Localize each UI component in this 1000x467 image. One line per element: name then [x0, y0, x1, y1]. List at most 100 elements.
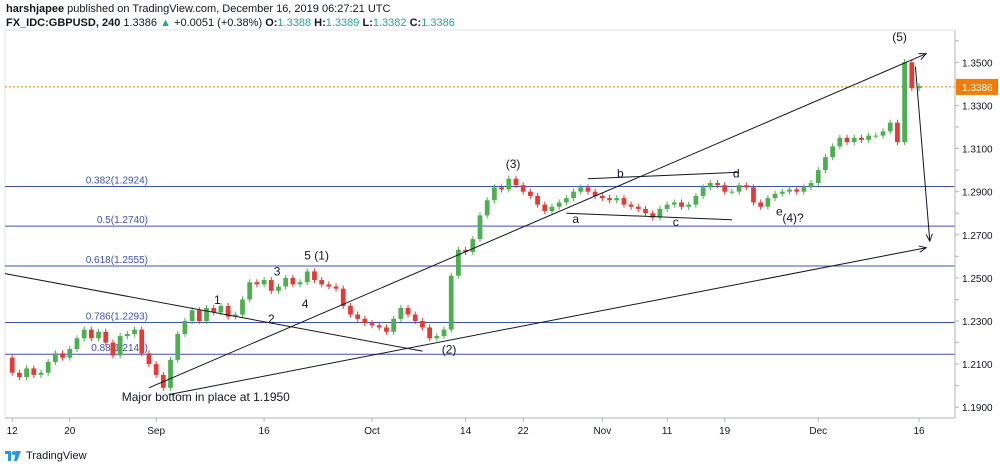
price-change: +0.0051 (+0.38%): [174, 17, 263, 29]
candle-body: [563, 198, 569, 203]
candle-body: [31, 368, 37, 375]
candle-body: [628, 204, 634, 207]
candle-body: [38, 372, 44, 375]
candle-body: [650, 213, 656, 218]
candle-body: [60, 353, 65, 358]
candle-body: [268, 280, 274, 291]
tradingview-brand[interactable]: TradingView: [26, 450, 87, 462]
candle-body: [614, 198, 620, 201]
wave-label: (3): [506, 157, 521, 171]
x-tick-label: 12: [7, 426, 19, 437]
candle-body: [787, 189, 792, 192]
candle-body: [384, 327, 389, 332]
last-price: 1.3386: [123, 17, 158, 29]
candle-body: [283, 277, 289, 287]
wave-label: c: [673, 215, 679, 229]
candle-body: [851, 137, 857, 143]
y-tick-label: 1.2900: [962, 188, 993, 199]
candle-body: [132, 329, 137, 334]
tradingview-logo-icon: [5, 451, 21, 461]
candle-body: [326, 284, 332, 287]
candle-body: [895, 122, 900, 143]
candle-body: [456, 249, 461, 276]
candle-body: [348, 305, 353, 315]
candle-body: [686, 204, 692, 207]
candle-body: [535, 195, 540, 205]
candle-body: [873, 135, 879, 137]
candle-body: [859, 137, 864, 140]
candle-body: [103, 331, 109, 343]
open-label: O:: [265, 17, 278, 29]
candle-body: [211, 308, 217, 313]
fib-level-label: 0.786(1.2293): [86, 312, 148, 323]
candle-body: [240, 299, 245, 315]
candle-body: [916, 86, 922, 89]
candle-body: [556, 202, 562, 207]
x-tick-label: Dec: [809, 426, 827, 437]
candle-body: [53, 353, 58, 362]
candle-body: [312, 271, 317, 281]
last-price-tag-label: 1.3386: [962, 83, 993, 94]
candle-body: [74, 338, 80, 350]
candle-body: [477, 215, 483, 240]
candle-body: [815, 170, 821, 184]
candle-body: [520, 185, 526, 192]
x-tick-label: Sep: [147, 426, 165, 437]
candle-body: [499, 187, 504, 190]
candle-body: [297, 282, 303, 285]
candle-body: [599, 195, 605, 199]
wave-label: 3: [274, 265, 281, 279]
candle-body: [722, 185, 728, 192]
trendline: [170, 248, 927, 395]
candle-body: [513, 178, 519, 186]
wave-label: (4)?: [782, 211, 804, 225]
author-name[interactable]: harshjapee: [6, 3, 65, 15]
candle-body: [909, 62, 915, 89]
candle-body: [801, 187, 807, 192]
candle-body: [736, 185, 742, 192]
candle-body: [808, 183, 814, 188]
candle-body: [254, 282, 260, 285]
candle-body: [592, 191, 598, 196]
fib-level-label: 0.5(1.2740): [97, 215, 148, 226]
candle-body: [67, 349, 73, 358]
candle-body: [441, 329, 447, 337]
symbol-name[interactable]: FX_IDC:GBPUSD, 240: [6, 17, 121, 29]
candle-body: [765, 198, 771, 207]
candle-body: [693, 195, 699, 205]
candle-body: [729, 191, 735, 193]
high-value: 1.3389: [325, 17, 360, 29]
candle-body: [707, 183, 713, 188]
candle-body: [585, 187, 591, 192]
trendline: [914, 66, 929, 242]
candle-body: [528, 191, 533, 196]
candle-body: [45, 361, 51, 373]
fib-level-label: 0.618(1.2555): [86, 255, 148, 266]
candle-body: [671, 202, 677, 205]
candle-body: [412, 314, 418, 321]
symbol-legend: FX_IDC:GBPUSD, 240 1.3386 ▲ +0.0051 (+0.…: [6, 17, 455, 29]
trendline: [566, 212, 732, 221]
candle-body: [657, 208, 663, 218]
open-value: 1.3388: [277, 17, 312, 29]
candle-body: [304, 271, 310, 283]
candle-body: [182, 321, 188, 334]
wave-label: 1: [214, 293, 221, 307]
candle-body: [880, 131, 886, 136]
candle-body: [218, 305, 224, 313]
candle-body: [571, 191, 576, 199]
candle-body: [175, 333, 181, 360]
candle-body: [124, 333, 130, 337]
candle-body: [290, 277, 296, 285]
candle-body: [139, 329, 145, 354]
candle-body: [225, 305, 231, 317]
wave-label: 4: [302, 297, 309, 311]
wave-label: (2): [442, 342, 457, 356]
candle-body: [405, 308, 411, 315]
candle-body: [506, 178, 512, 190]
x-tick-label: 16: [259, 426, 271, 437]
y-tick-label: 1.2100: [962, 360, 993, 371]
candle-body: [168, 359, 173, 388]
wave-label: 2: [268, 312, 275, 326]
